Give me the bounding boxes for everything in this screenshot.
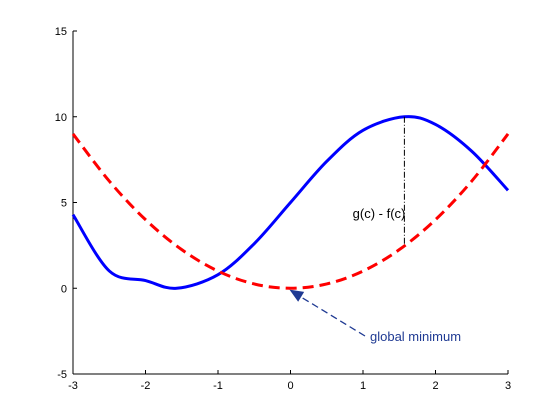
x-tick-label: -2: [141, 380, 151, 392]
x-tick-label: 1: [360, 380, 366, 392]
series-line-0: [71, 115, 510, 290]
series-layer: [71, 115, 510, 290]
x-tick-label: 2: [432, 380, 438, 392]
global-minimum-arrow-line: [296, 293, 366, 337]
axes: -3 -2 -1 0 1 2 3 -5 0 5 10 15: [55, 26, 511, 392]
y-tick-label: 15: [55, 26, 67, 38]
x-tick-label: -1: [213, 380, 223, 392]
y-tick-label: -5: [57, 369, 67, 381]
y-tick-label: 5: [61, 198, 67, 210]
x-tick-label: 3: [505, 380, 511, 392]
annotation-layer: g(c) - f(c) global minimum: [289, 116, 461, 344]
global-minimum-label: global minimum: [370, 329, 461, 344]
y-tick-label: 0: [61, 283, 67, 295]
global-minimum-arrow-head: [289, 289, 305, 302]
x-tick-label: 0: [287, 380, 293, 392]
series-line-1: [71, 132, 510, 290]
difference-label: g(c) - f(c): [353, 206, 406, 221]
y-tick-label: 10: [55, 112, 67, 124]
x-tick-label: -3: [68, 380, 78, 392]
